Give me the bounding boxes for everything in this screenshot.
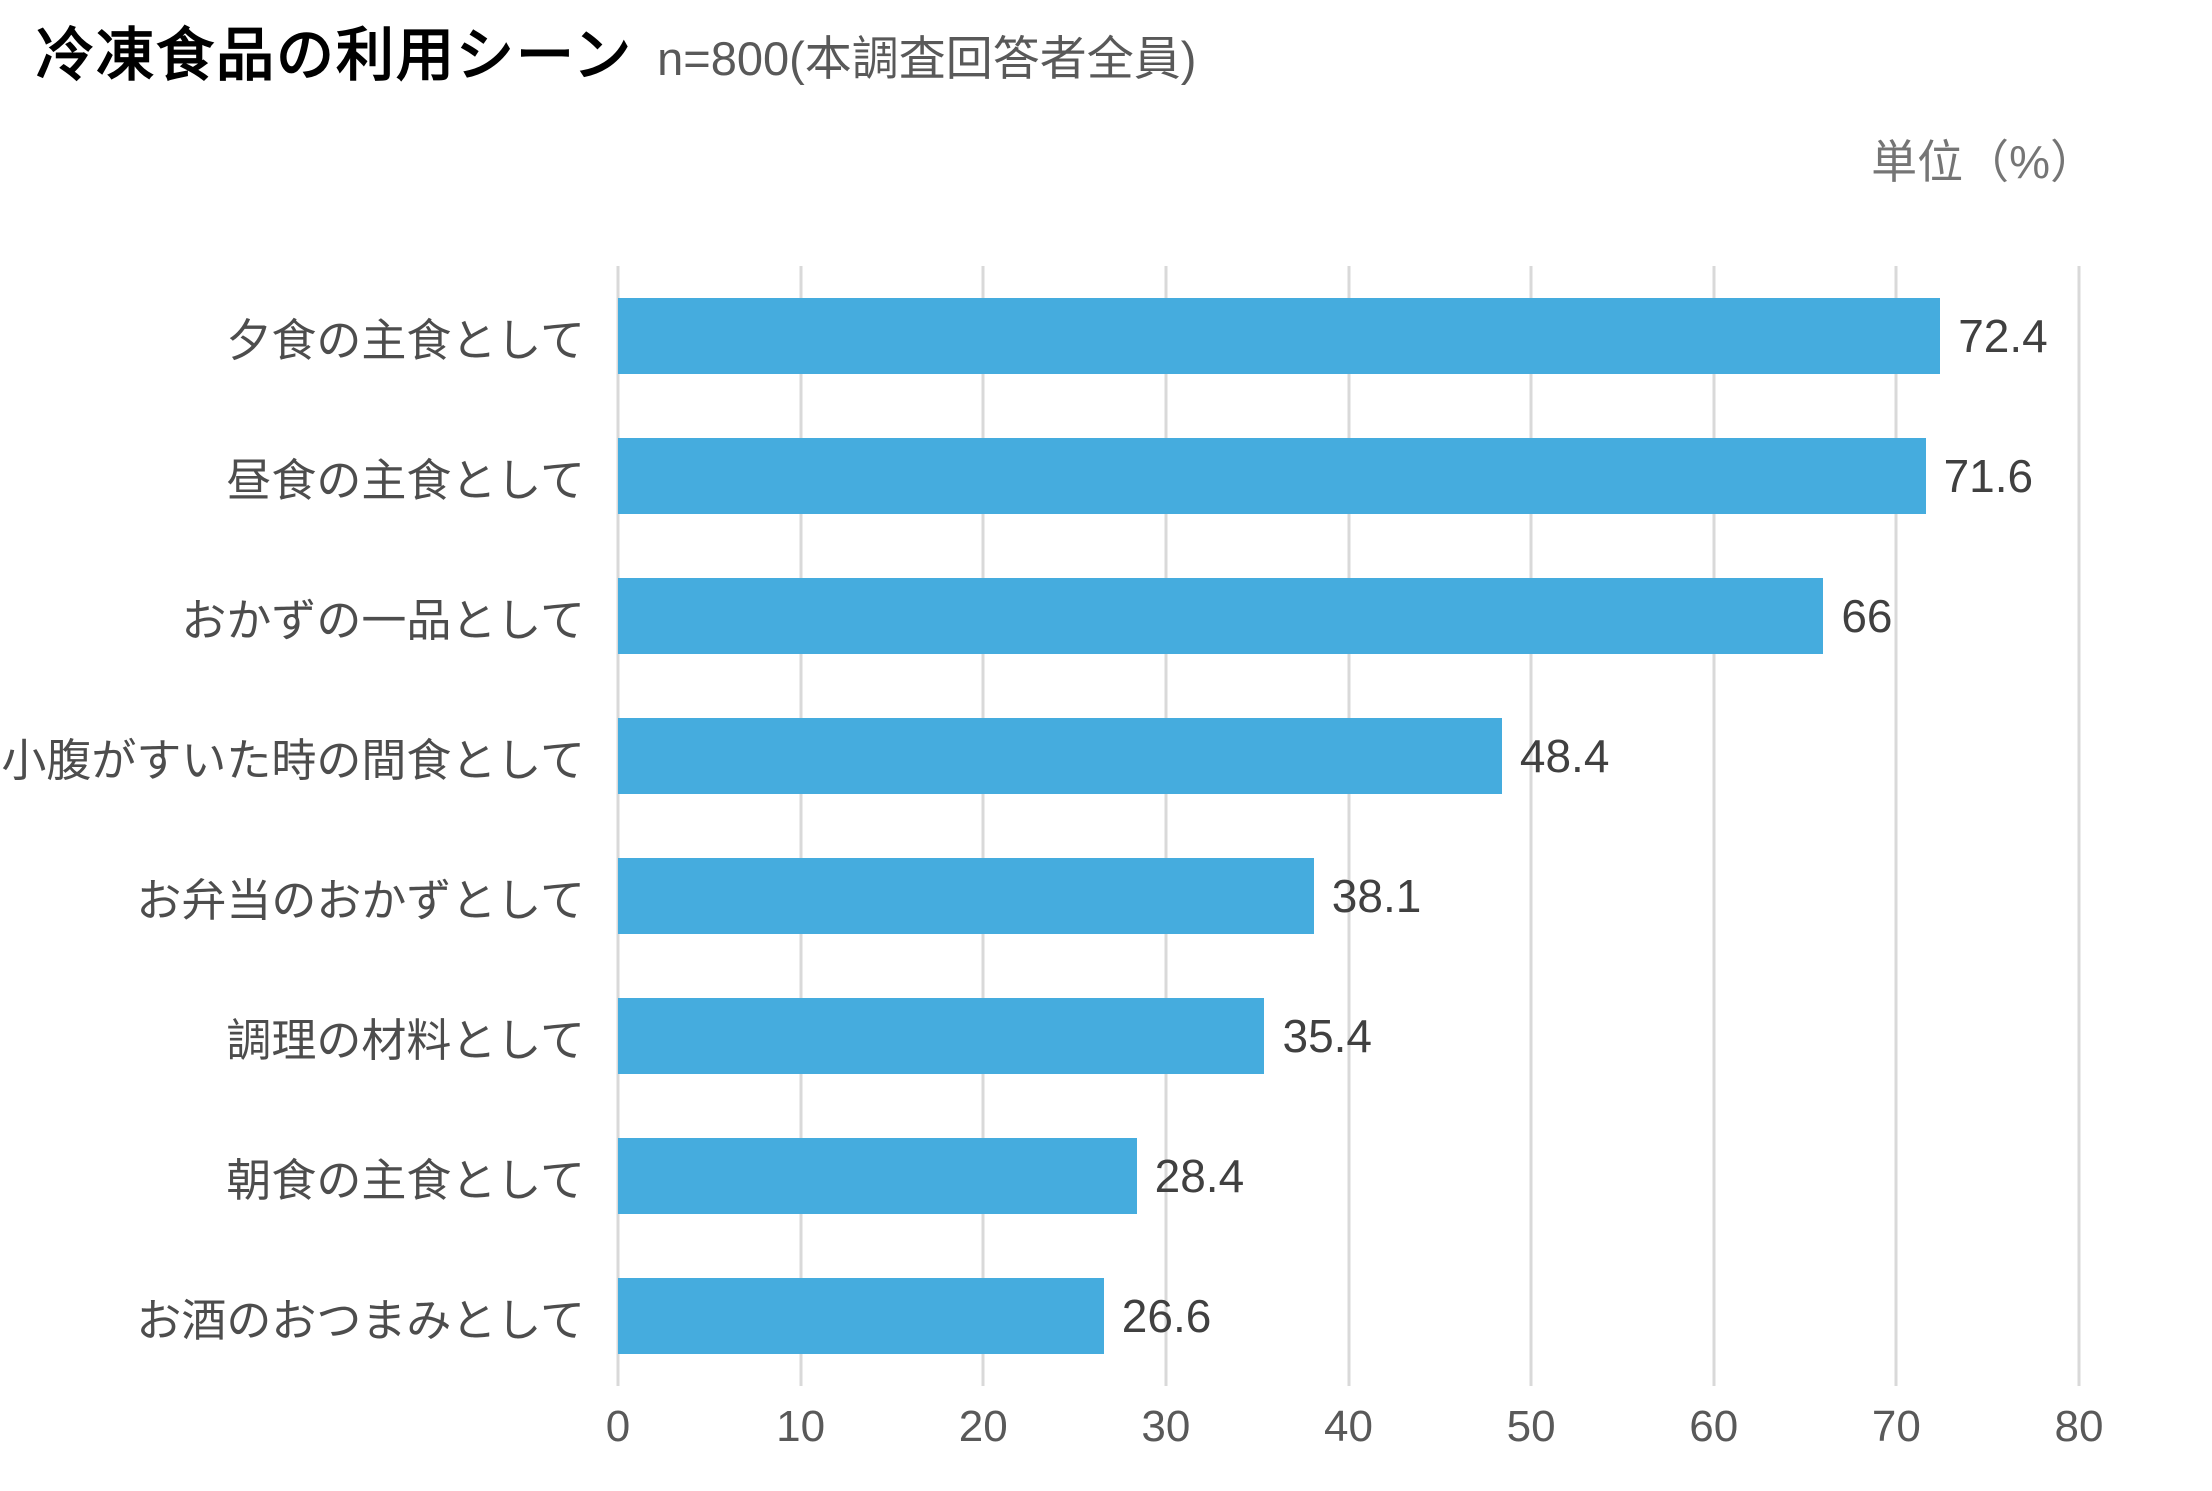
gridline	[2077, 266, 2081, 1386]
bar	[618, 1278, 1104, 1354]
category-label: 朝食の主食として	[226, 1154, 585, 1206]
bar-row: 71.6	[618, 406, 2079, 546]
value-label: 26.6	[1121, 1290, 1212, 1342]
category-label: 夕食の主食として	[226, 314, 585, 366]
bar	[618, 1138, 1137, 1214]
bar-row: 26.6	[618, 1246, 2079, 1386]
x-tick-label: 50	[1506, 1402, 1556, 1451]
value-label: 38.1	[1331, 870, 1422, 922]
bar	[618, 578, 1824, 654]
x-tick-label: 80	[2054, 1402, 2104, 1451]
category-label: お酒のおつまみとして	[136, 1294, 585, 1346]
bar-rows: 72.4 71.6 66 48.4 38.1 35.4 28.4 26.6	[618, 266, 2079, 1386]
value-label: 28.4	[1154, 1150, 1245, 1202]
plot-area: 72.4 71.6 66 48.4 38.1 35.4 28.4 26.6	[616, 266, 2081, 1386]
bar-row: 38.1	[618, 826, 2079, 966]
bar	[618, 718, 1502, 794]
bar	[618, 858, 1314, 934]
bar	[618, 298, 1941, 374]
bar	[618, 438, 1926, 514]
category-label: 昼食の主食として	[226, 454, 585, 506]
chart-title: 冷凍食品の利用シーン	[36, 23, 634, 88]
x-tick-label: 20	[958, 1402, 1008, 1451]
category-labels: 夕食の主食として 昼食の主食としておかずの一品として小腹がすいた時の間食としてお弁…	[0, 266, 585, 1386]
category-label: お弁当のおかずとして	[136, 874, 585, 926]
bar-row: 35.4	[618, 966, 2079, 1106]
x-tick-label: 0	[605, 1402, 631, 1451]
bar-row: 72.4	[618, 266, 2079, 406]
chart-header: 冷凍食品の利用シーン n=800(本調査回答者全員)	[36, 8, 1196, 92]
chart-subtitle: n=800(本調査回答者全員)	[657, 32, 1197, 85]
unit-label: 単位（%）	[1871, 136, 2096, 188]
gridline	[1164, 266, 1168, 1386]
value-label: 66	[1841, 590, 1893, 642]
category-label: 小腹がすいた時の間食として	[1, 734, 585, 786]
category-label: おかずの一品として	[181, 594, 585, 646]
gridline	[981, 266, 985, 1386]
x-axis-ticks: 0 10 20 30 40 50 60 70 80	[606, 1402, 2104, 1462]
gridline	[616, 266, 620, 1386]
x-tick-label: 70	[1871, 1402, 1921, 1451]
x-tick-label: 60	[1689, 1402, 1739, 1451]
gridline	[1529, 266, 1533, 1386]
bar-row: 28.4	[618, 1106, 2079, 1246]
x-tick-label: 30	[1141, 1402, 1191, 1451]
gridline	[1712, 266, 1716, 1386]
gridline	[799, 266, 803, 1386]
value-label: 35.4	[1282, 1010, 1373, 1062]
value-label: 71.6	[1943, 450, 2034, 502]
category-label: 調理の材料として	[226, 1014, 585, 1066]
bar-row: 48.4	[618, 686, 2079, 826]
value-label: 72.4	[1958, 310, 2048, 362]
bar	[618, 998, 1265, 1074]
x-tick-label: 40	[1324, 1402, 1373, 1451]
x-tick-label: 10	[776, 1402, 826, 1451]
value-label: 48.4	[1519, 730, 1610, 782]
gridline	[1894, 266, 1898, 1386]
gridline	[1347, 266, 1350, 1386]
bar-row: 66	[618, 546, 2079, 686]
